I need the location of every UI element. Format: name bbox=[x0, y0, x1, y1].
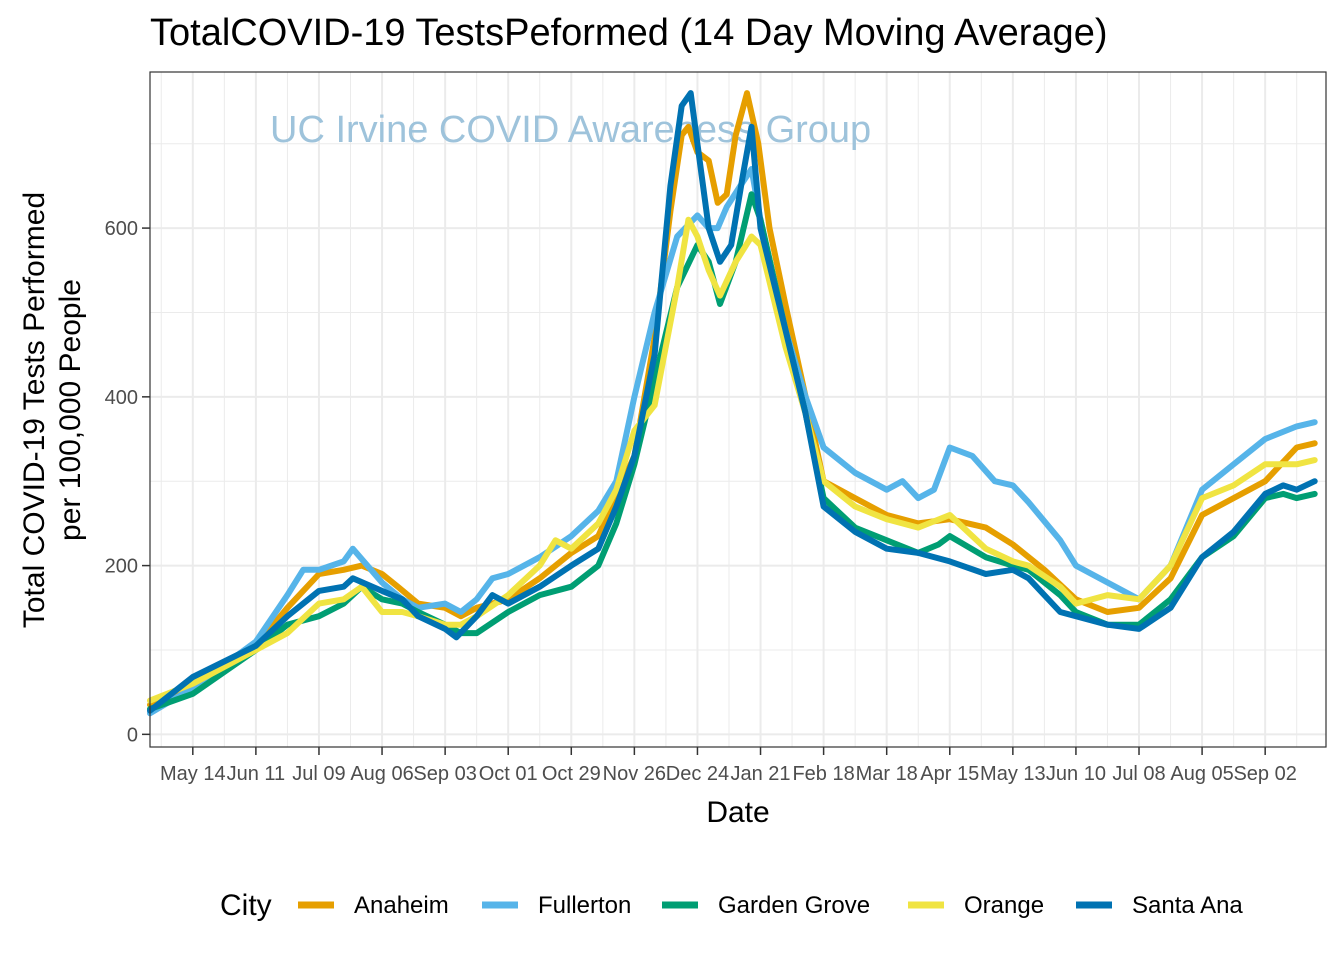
series-line-santa-ana bbox=[147, 90, 1318, 714]
y-axis-title-line1: Total COVID-19 Tests Performed bbox=[18, 192, 51, 628]
series-lines bbox=[147, 90, 1318, 717]
x-tick-label: Jan 21 bbox=[730, 763, 790, 785]
x-tick-label: Oct 29 bbox=[542, 763, 601, 785]
x-tick-label: May 13 bbox=[980, 763, 1046, 785]
x-tick-label: Sep 03 bbox=[413, 763, 476, 785]
x-tick-label: Feb 18 bbox=[792, 763, 854, 785]
x-tick-label: Aug 06 bbox=[350, 763, 413, 785]
y-tick-label: 200 bbox=[105, 556, 138, 578]
y-tick-label: 0 bbox=[127, 724, 138, 746]
plot-background bbox=[150, 72, 1326, 747]
x-tick-label: Jun 11 bbox=[227, 763, 286, 785]
legend-label-garden-grove: Garden Grove bbox=[718, 892, 870, 919]
legend-title: City bbox=[220, 889, 272, 922]
grid bbox=[150, 72, 1326, 747]
series-line-orange bbox=[147, 216, 1318, 704]
legend-label-orange: Orange bbox=[964, 892, 1044, 919]
x-tick-label: Dec 24 bbox=[666, 763, 729, 785]
y-tick-label: 600 bbox=[105, 218, 138, 240]
legend-label-anaheim: Anaheim bbox=[354, 892, 449, 919]
x-tick-label: Aug 05 bbox=[1170, 763, 1233, 785]
x-tick-label: Jul 09 bbox=[292, 763, 345, 785]
x-tick-label: Sep 02 bbox=[1233, 763, 1296, 785]
x-axis-title: Date bbox=[706, 796, 769, 829]
x-tick-label: Jun 10 bbox=[1046, 763, 1106, 785]
y-tick-label: 400 bbox=[105, 387, 138, 409]
plot-panel-border bbox=[149, 71, 1327, 748]
legend-label-santa-ana: Santa Ana bbox=[1132, 892, 1243, 919]
watermark-annotation: UC Irvine COVID Awareness Group bbox=[270, 109, 871, 151]
x-tick-label: Apr 15 bbox=[920, 763, 979, 785]
x-tick-label: Mar 18 bbox=[856, 763, 918, 785]
axes: May 14 Jun 11 Jul 09 Aug 06 Sep 03 Oct 01 Oct … bbox=[105, 218, 1297, 785]
legend-label-fullerton: Fullerton bbox=[538, 892, 631, 919]
y-axis-title-line2: per 100,000 People bbox=[54, 279, 87, 541]
legend: City Anaheim Fullerton Garden Grove Orange S… bbox=[220, 889, 1243, 922]
x-tick-label: Oct 01 bbox=[479, 763, 538, 785]
x-tick-label: Jul 08 bbox=[1112, 763, 1165, 785]
x-tick-label: Nov 26 bbox=[603, 763, 666, 785]
x-tick-label: May 14 bbox=[160, 763, 226, 785]
chart-title: TotalCOVID-19 TestsPeformed (14 Day Movi… bbox=[150, 12, 1107, 54]
